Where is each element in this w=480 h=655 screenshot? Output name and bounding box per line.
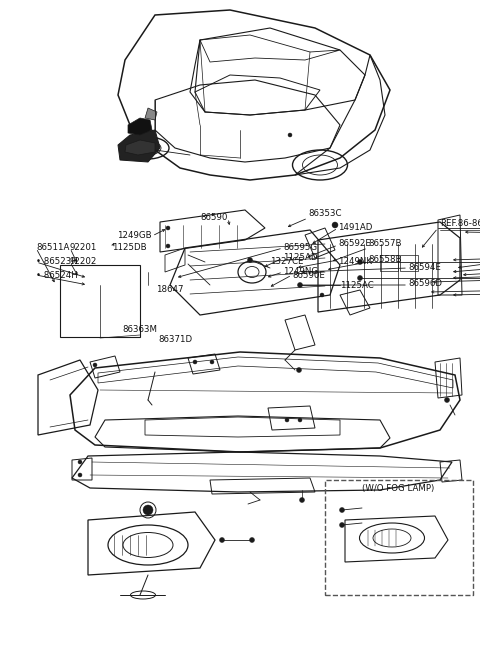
Ellipse shape bbox=[285, 418, 289, 422]
Ellipse shape bbox=[166, 226, 170, 230]
Ellipse shape bbox=[332, 222, 338, 228]
Ellipse shape bbox=[143, 505, 153, 515]
Ellipse shape bbox=[339, 523, 345, 527]
Ellipse shape bbox=[193, 360, 197, 364]
Polygon shape bbox=[145, 108, 157, 120]
Ellipse shape bbox=[250, 538, 254, 542]
Ellipse shape bbox=[320, 293, 324, 297]
Bar bbox=[380, 255, 398, 271]
Bar bbox=[325, 480, 473, 595]
Text: 86511A: 86511A bbox=[36, 244, 70, 252]
Text: 86557B: 86557B bbox=[368, 240, 401, 248]
Text: 86594E: 86594E bbox=[408, 263, 441, 272]
Text: 1491AD: 1491AD bbox=[338, 223, 372, 233]
Text: 86592E: 86592E bbox=[338, 240, 371, 248]
Text: • 86524H: • 86524H bbox=[36, 272, 78, 280]
Text: 1125AD: 1125AD bbox=[283, 253, 317, 263]
Text: 86590E: 86590E bbox=[292, 271, 325, 280]
Text: 1125DB: 1125DB bbox=[112, 244, 146, 252]
Text: • 86523H: • 86523H bbox=[36, 257, 78, 267]
Text: 86371D: 86371D bbox=[158, 335, 192, 345]
Polygon shape bbox=[118, 130, 160, 162]
Text: 1327CE: 1327CE bbox=[270, 257, 303, 267]
Ellipse shape bbox=[288, 133, 292, 137]
Ellipse shape bbox=[210, 360, 214, 364]
Ellipse shape bbox=[219, 538, 225, 542]
Text: 1249GB: 1249GB bbox=[118, 231, 152, 240]
Ellipse shape bbox=[300, 498, 304, 502]
Ellipse shape bbox=[297, 367, 301, 373]
Text: 92201: 92201 bbox=[70, 244, 97, 252]
Text: 86558B: 86558B bbox=[368, 255, 401, 265]
Ellipse shape bbox=[339, 508, 345, 512]
Ellipse shape bbox=[358, 259, 362, 265]
Ellipse shape bbox=[358, 276, 362, 280]
Text: 1249NK: 1249NK bbox=[338, 257, 372, 267]
Text: 86353C: 86353C bbox=[308, 210, 341, 219]
Polygon shape bbox=[128, 118, 152, 135]
Text: 1125AC: 1125AC bbox=[340, 280, 374, 290]
Ellipse shape bbox=[78, 460, 82, 464]
Text: 1249NG: 1249NG bbox=[283, 267, 318, 276]
Text: 18647: 18647 bbox=[156, 286, 184, 295]
Text: 86590: 86590 bbox=[201, 214, 228, 223]
Text: 86363M: 86363M bbox=[122, 326, 157, 335]
Ellipse shape bbox=[444, 398, 449, 403]
Ellipse shape bbox=[298, 282, 302, 288]
Text: (W/O FOG LAMP): (W/O FOG LAMP) bbox=[362, 483, 434, 493]
Text: REF.86-863: REF.86-863 bbox=[440, 219, 480, 229]
Ellipse shape bbox=[248, 257, 252, 263]
Text: 86596D: 86596D bbox=[408, 280, 442, 288]
Text: 86595G: 86595G bbox=[283, 244, 317, 252]
Ellipse shape bbox=[298, 418, 302, 422]
Bar bbox=[400, 255, 418, 271]
Bar bbox=[60, 265, 140, 337]
Ellipse shape bbox=[166, 244, 170, 248]
Ellipse shape bbox=[78, 473, 82, 477]
Text: 92202: 92202 bbox=[70, 257, 97, 267]
Polygon shape bbox=[125, 140, 155, 155]
Ellipse shape bbox=[93, 363, 97, 367]
